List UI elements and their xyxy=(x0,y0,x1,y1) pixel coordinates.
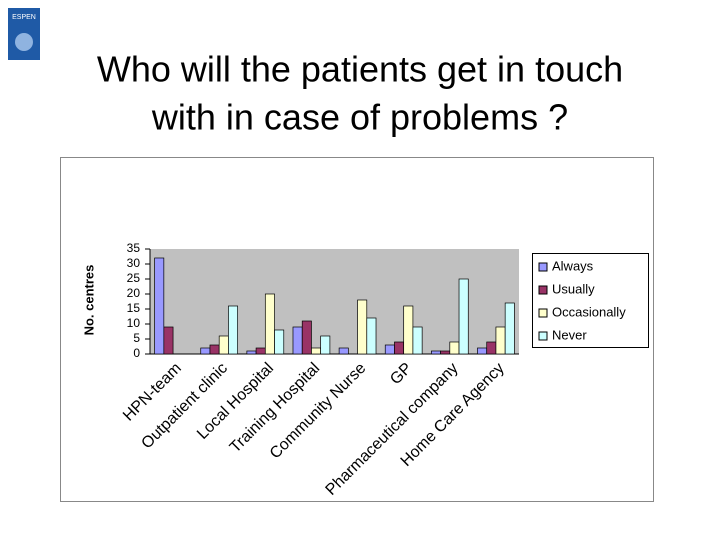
bar xyxy=(228,305,238,355)
bar xyxy=(320,335,331,355)
bar xyxy=(486,341,497,355)
bar xyxy=(301,320,312,355)
legend-label: Always xyxy=(552,258,594,273)
bar xyxy=(292,326,303,355)
title-line: with in case of problems ? xyxy=(151,97,568,138)
bar xyxy=(384,344,395,355)
y-tick-label: 0 xyxy=(133,346,140,360)
bar xyxy=(154,257,165,355)
bar xyxy=(264,293,275,355)
bar xyxy=(458,278,469,355)
bar xyxy=(200,347,211,355)
legend-swatch xyxy=(538,331,548,341)
y-tick-label: 30 xyxy=(127,256,141,270)
y-tick-label: 15 xyxy=(127,301,141,315)
legend-swatch xyxy=(538,308,548,318)
legend xyxy=(532,253,649,348)
y-tick-label: 20 xyxy=(127,286,141,300)
title-line: Who will the patients get in touch xyxy=(97,49,623,90)
bar xyxy=(495,326,506,355)
bar xyxy=(274,329,285,355)
bar xyxy=(431,350,441,355)
legend-label: Never xyxy=(552,327,587,342)
bar xyxy=(255,347,266,355)
bar xyxy=(163,326,174,355)
legend-swatch xyxy=(538,262,548,272)
bar xyxy=(246,350,257,355)
legend-label: Usually xyxy=(552,281,595,296)
bar xyxy=(440,350,451,355)
bar xyxy=(366,317,377,355)
bar xyxy=(218,335,229,355)
logo-text: ESPEN xyxy=(12,14,36,21)
y-axis-label: No. centres xyxy=(81,265,96,336)
bar xyxy=(338,347,349,355)
y-tick-label: 25 xyxy=(127,271,141,285)
legend-label: Occasionally xyxy=(552,304,626,319)
bar xyxy=(403,305,414,355)
plot-area xyxy=(150,249,519,354)
bar xyxy=(394,341,405,355)
bar xyxy=(504,302,515,355)
legend-swatch xyxy=(538,285,548,295)
bar xyxy=(449,341,460,355)
bar xyxy=(412,326,423,355)
y-tick-label: 35 xyxy=(127,241,141,255)
bar xyxy=(311,347,322,355)
y-tick-label: 10 xyxy=(127,316,141,330)
y-tick-label: 5 xyxy=(133,331,140,345)
bar xyxy=(477,347,488,355)
bar xyxy=(357,299,368,355)
bar xyxy=(209,344,220,355)
logo-emblem xyxy=(15,33,33,51)
